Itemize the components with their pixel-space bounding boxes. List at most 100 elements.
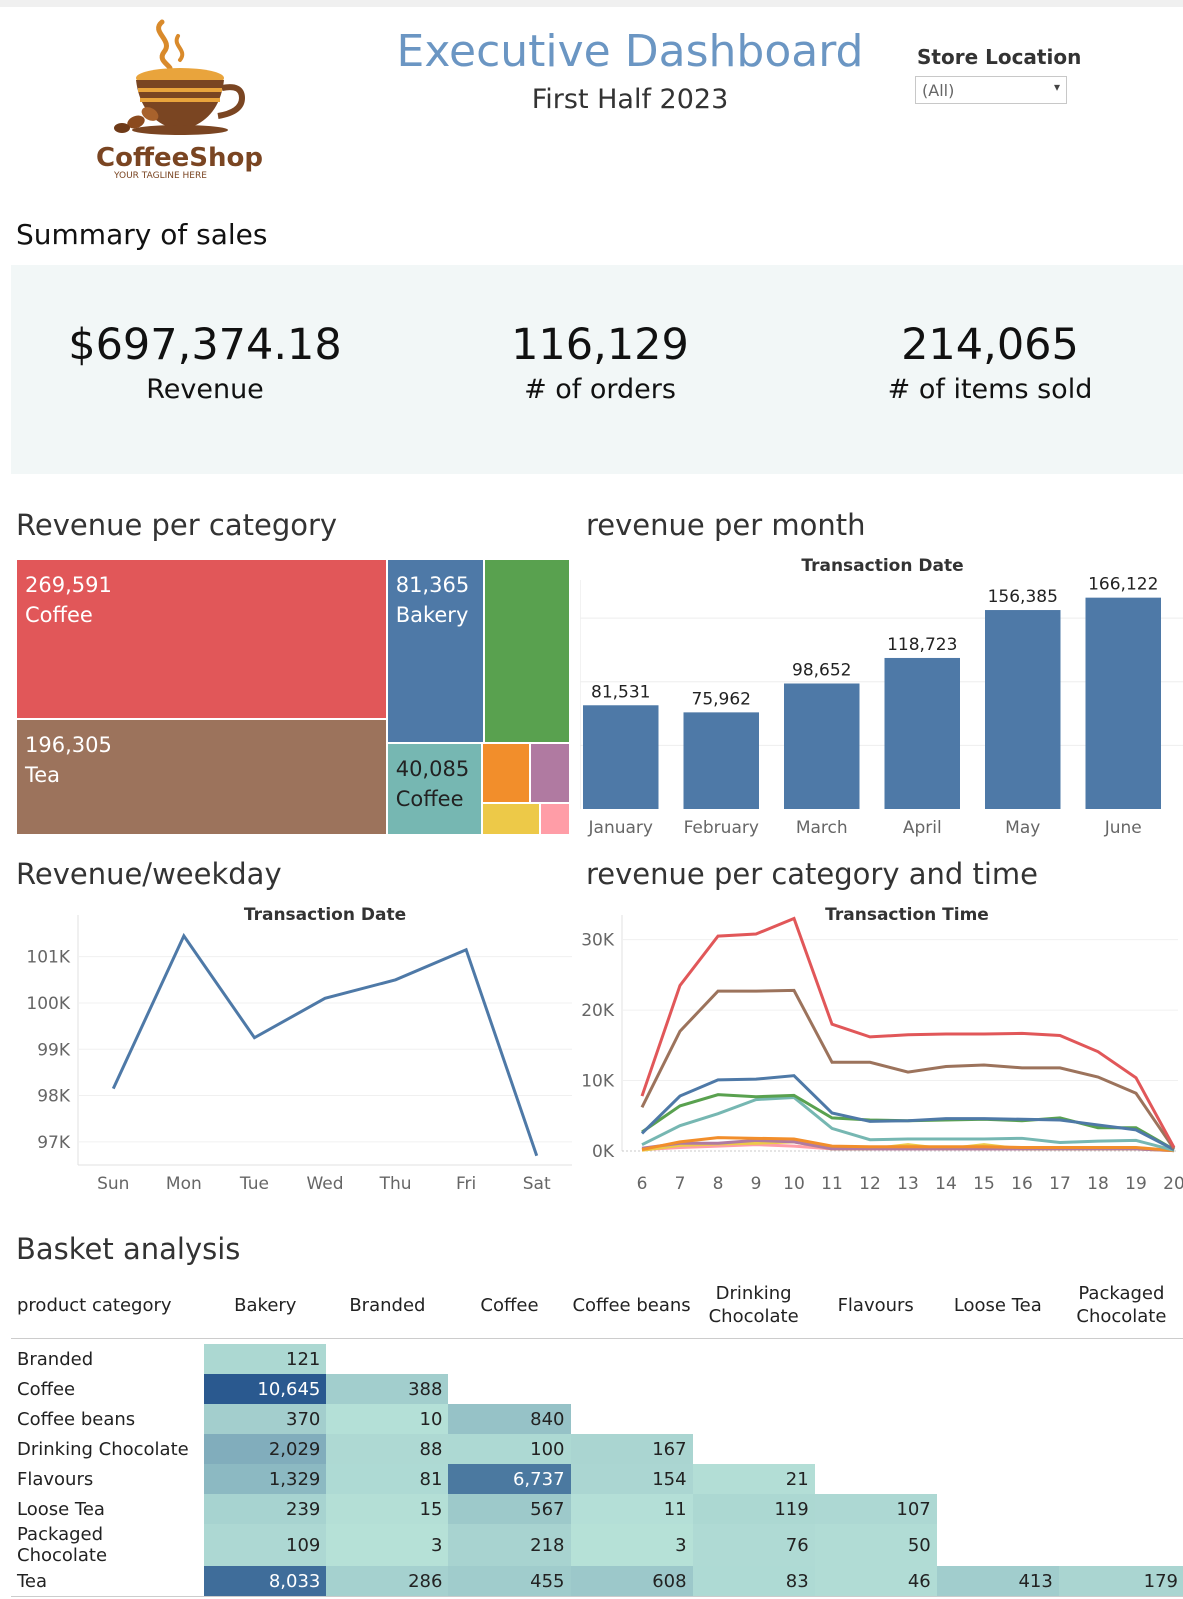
basket-cell: [815, 1464, 937, 1494]
basket-cell: 21: [692, 1464, 815, 1494]
basket-cell: [1059, 1494, 1183, 1524]
page-subtitle: First Half 2023: [531, 84, 729, 115]
kpi-label: Revenue: [146, 374, 264, 405]
y-tick-label: 10K: [581, 1072, 615, 1092]
category-series-line: [640, 1074, 1175, 1151]
weekday-line-chart: 97K 98K 99K 100K 101K Sun Mon Tue Wed Thu Fri Sat: [26, 915, 572, 1194]
basket-cell: 46: [814, 1566, 937, 1597]
basket-cell: [693, 1374, 815, 1404]
basket-cell: 83: [692, 1566, 815, 1597]
treemap-tile-label: 81,365 Bakery: [396, 570, 469, 630]
bar-value-label: 118,723: [887, 635, 957, 655]
table-row: Drinking Chocolate 2,029 88 100 167: [11, 1434, 1183, 1464]
treemap-tile-category: Bakery: [395, 603, 469, 627]
bar-value-label: 166,122: [1088, 575, 1158, 595]
monthly-x-title: Transaction Date: [801, 556, 964, 576]
x-tick-label: 13: [897, 1174, 919, 1194]
basket-cell: [937, 1464, 1059, 1494]
treemap-tile-value: 81,365: [395, 573, 470, 597]
treemap-tile-category: Tea: [25, 762, 61, 787]
basket-cell: [815, 1404, 937, 1434]
bar: [583, 705, 659, 809]
x-tick-label: 11: [821, 1174, 843, 1194]
treemap-tile: [540, 802, 570, 835]
basket-cell: 455: [448, 1566, 571, 1597]
basket-cell: 8,033: [204, 1566, 327, 1597]
time-x-title: Transaction Time: [825, 905, 989, 925]
row-label: Coffee: [17, 1378, 76, 1400]
weekday-x-title: Transaction Date: [243, 905, 407, 925]
kpi-orders: 116,129 # of orders: [430, 320, 770, 405]
treemap-tile: [529, 742, 570, 803]
x-tick-label: Tue: [239, 1174, 269, 1194]
table-row: Coffee beans 370 10 840: [11, 1404, 1183, 1434]
column-header: Flavours: [814, 1272, 937, 1339]
weekday-chart-title: Revenue/weekday: [16, 857, 282, 891]
basket-cell: 1,329: [204, 1464, 327, 1494]
basket-cell: 388: [326, 1374, 449, 1404]
x-tick-label: 15: [973, 1174, 995, 1194]
basket-cell: 2,029: [204, 1434, 327, 1464]
x-tick-label: 8: [713, 1174, 724, 1194]
basket-cell: [937, 1494, 1059, 1524]
basket-cell: 154: [570, 1464, 693, 1494]
treemap-tile-category: Coffee: [395, 786, 464, 811]
basket-cell: 10,645: [204, 1374, 327, 1404]
x-tick-label: 10: [783, 1174, 805, 1194]
basket-cell: [1059, 1344, 1183, 1374]
x-tick-label: Sun: [97, 1174, 129, 1194]
x-tick-label: 7: [675, 1174, 686, 1194]
row-header-label: product category: [11, 1272, 205, 1339]
treemap-tile: [482, 802, 541, 835]
basket-cell: [571, 1404, 693, 1434]
kpi-label: # of orders: [524, 374, 676, 405]
basket-cell: 413: [936, 1566, 1059, 1597]
x-tick-label: April: [903, 818, 942, 838]
treemap-tile-value: 269,591: [25, 573, 112, 597]
basket-cell: [326, 1344, 448, 1374]
basket-cell: 107: [814, 1494, 937, 1524]
y-tick-label: 100K: [26, 994, 70, 1014]
x-tick-label: 19: [1125, 1174, 1147, 1194]
row-label: Loose Tea: [17, 1498, 105, 1520]
coffeeshop-logo: CoffeeShop YOUR TAGLINE HERE: [92, 18, 263, 188]
y-tick-label: 0K: [592, 1142, 615, 1162]
basket-cell: 76: [692, 1524, 815, 1566]
x-tick-label: 18: [1087, 1174, 1109, 1194]
column-header: Drinking Chocolate: [692, 1272, 815, 1339]
basket-cell: [937, 1344, 1059, 1374]
basket-cell: [937, 1524, 1059, 1566]
bar: [1085, 597, 1161, 809]
chevron-down-icon[interactable]: ▾: [1053, 80, 1060, 94]
treemap-chart: 269,591 Coffee 196,305 Tea 81,365 Bakery 40,08…: [16, 559, 570, 835]
row-label: Coffee beans: [17, 1408, 136, 1430]
column-header: Coffee: [448, 1272, 571, 1339]
treemap-tile: 196,305 Tea: [16, 718, 387, 835]
basket-cell: 50: [814, 1524, 937, 1566]
bar-value-label: 98,652: [792, 660, 851, 680]
treemap-tile: 269,591 Coffee: [16, 559, 387, 719]
basket-cell: 119: [692, 1494, 815, 1524]
x-tick-label: Fri: [456, 1174, 476, 1194]
y-tick-label: 101K: [26, 948, 70, 968]
basket-table: product category Bakery Branded Coffee Coffe…: [11, 1272, 1183, 1597]
treemap-tile: 81,365 Bakery: [386, 559, 484, 743]
monthly-chart-title: revenue per month: [586, 508, 866, 542]
treemap-tile-label: 196,305 Tea: [25, 730, 112, 790]
bar: [985, 610, 1061, 809]
x-tick-label: 16: [1011, 1174, 1033, 1194]
kpi-items-sold: 214,065 # of items sold: [820, 320, 1160, 405]
kpi-value: 214,065: [901, 320, 1079, 370]
basket-cell: 121: [204, 1344, 327, 1374]
x-tick-label: June: [1104, 818, 1142, 838]
category-time-line-chart: 0K 10K 20K 30K 6 7 8 9 10 11 12 13 14 15 16 17 18 19 20: [581, 915, 1183, 1194]
basket-analysis-table: product category Bakery Branded Coffee Coffe…: [11, 1272, 1183, 1597]
basket-cell: 81: [326, 1464, 449, 1494]
basket-cell: [448, 1344, 570, 1374]
table-row: Tea 8,033 286 455 608 83 46 413 179: [11, 1566, 1183, 1597]
treemap-tile-value: 40,085: [395, 756, 470, 781]
table-row: Coffee 10,645 388: [11, 1374, 1183, 1404]
summary-title: Summary of sales: [16, 218, 268, 251]
store-location-dropdown[interactable]: (All) ▾: [915, 76, 1067, 104]
basket-cell: [693, 1404, 815, 1434]
